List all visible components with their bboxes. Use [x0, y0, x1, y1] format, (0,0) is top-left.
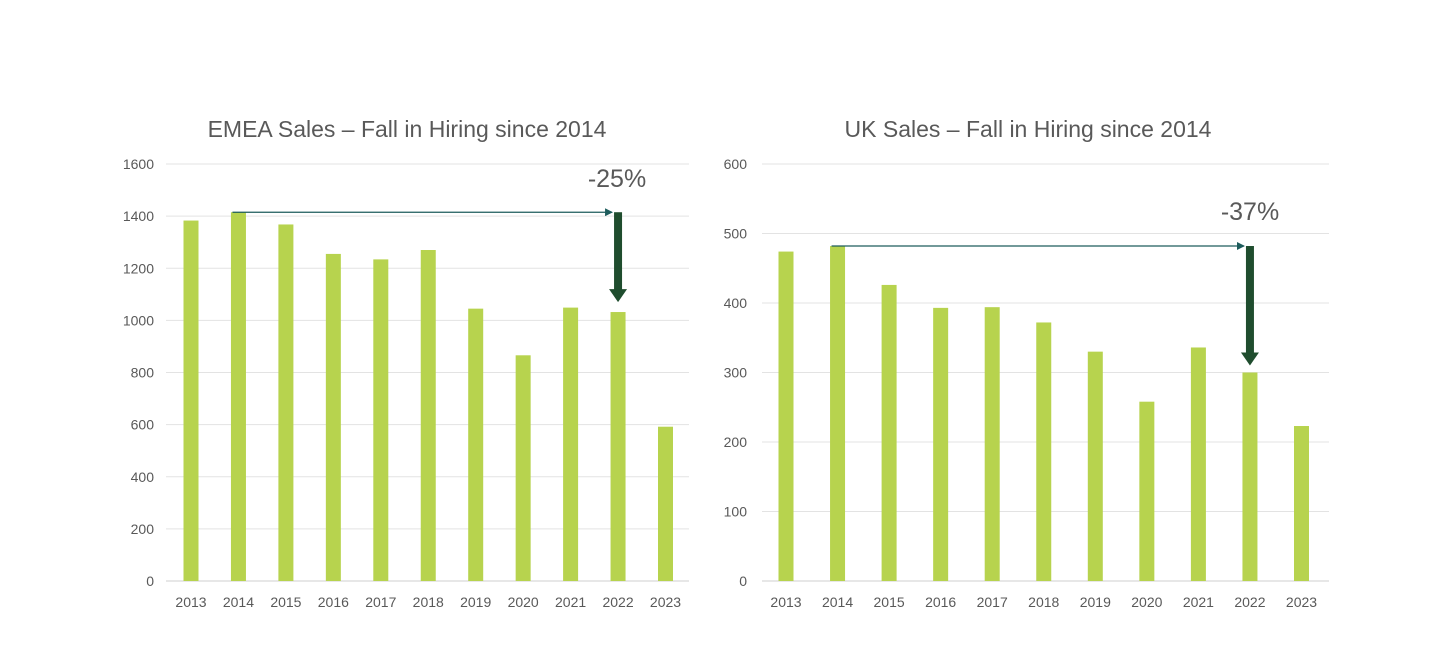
down-arrow-shaft: [614, 212, 623, 291]
y-tick-label: 0: [146, 573, 154, 589]
x-tick-label: 2022: [602, 594, 633, 610]
bar-2015: [881, 284, 897, 581]
x-tick-label: 2020: [508, 594, 539, 610]
y-tick-label: 300: [724, 365, 748, 381]
y-tick-label: 1400: [123, 208, 154, 224]
y-tick-label: 400: [131, 469, 155, 485]
chart-title: UK Sales – Fall in Hiring since 2014: [845, 116, 1212, 142]
bar-2014: [830, 246, 846, 581]
bar-2023: [1294, 426, 1309, 581]
drop-annotation: -37%: [831, 198, 1279, 366]
down-arrow-head: [609, 289, 628, 303]
x-tick-label: 2017: [365, 594, 396, 610]
y-tick-label: 1600: [123, 156, 154, 172]
bars: [778, 246, 1309, 581]
y-tick-label: 600: [724, 156, 748, 172]
bars: [183, 212, 673, 582]
x-tick-label: 2015: [270, 594, 301, 610]
bar-2018: [420, 250, 436, 581]
bar-2019: [1087, 351, 1103, 581]
bar-2023: [658, 426, 673, 581]
y-tick-label: 200: [724, 434, 748, 450]
x-tick-label: 2013: [770, 594, 801, 610]
y-tick-label: 400: [724, 295, 748, 311]
bar-2015: [278, 224, 294, 581]
bar-2022: [610, 312, 626, 581]
drop-annotation: -25%: [232, 165, 646, 303]
x-tick-label: 2015: [874, 594, 905, 610]
down-arrow-shaft: [1245, 246, 1254, 354]
x-tick-label: 2016: [318, 594, 349, 610]
chart-title: EMEA Sales – Fall in Hiring since 2014: [208, 116, 607, 142]
x-tick-label: 2013: [175, 594, 206, 610]
x-tick-label: 2021: [555, 594, 586, 610]
x-tick-label: 2016: [925, 594, 956, 610]
bar-2019: [468, 308, 484, 581]
y-tick-label: 500: [724, 226, 748, 242]
bar-2017: [984, 307, 1000, 581]
x-tick-label: 2021: [1183, 594, 1214, 610]
x-tick-label: 2014: [822, 594, 853, 610]
bar-2016: [933, 307, 949, 581]
y-tick-label: 1200: [123, 260, 154, 276]
y-tick-label: 0: [739, 573, 747, 589]
bar-2020: [1139, 401, 1155, 581]
y-tick-label: 100: [724, 504, 748, 520]
x-tick-label: 2020: [1131, 594, 1162, 610]
chart-emea: EMEA Sales – Fall in Hiring since 2014 0…: [123, 116, 689, 610]
x-tick-label: 2022: [1234, 594, 1265, 610]
y-axis-ticks: 0 200 400 600 800 1000 1200 1400 1600: [123, 156, 154, 589]
x-axis-ticks: 2013 2014 2015 2016 2017 2018 2019 2020 2021 2022…: [175, 594, 681, 610]
x-tick-label: 2014: [223, 594, 254, 610]
down-arrow-head: [1240, 352, 1259, 366]
y-tick-label: 200: [131, 521, 155, 537]
bar-2018: [1036, 322, 1052, 581]
drop-percent-label: -25%: [588, 165, 646, 193]
bar-2013: [778, 251, 794, 581]
drop-percent-label: -37%: [1221, 198, 1279, 226]
y-tick-label: 1000: [123, 312, 154, 328]
bar-2016: [325, 253, 341, 581]
y-axis-ticks: 0 100 200 300 400 500 600: [724, 156, 748, 589]
bar-2022: [1242, 372, 1258, 581]
y-tick-label: 800: [131, 365, 155, 381]
x-tick-label: 2023: [650, 594, 681, 610]
y-tick-label: 600: [131, 417, 155, 433]
x-tick-label: 2019: [1080, 594, 1111, 610]
x-tick-label: 2023: [1286, 594, 1317, 610]
x-axis-ticks: 2013 2014 2015 2016 2017 2018 2019 2020 2021 2022…: [770, 594, 1317, 610]
bar-2014: [230, 212, 246, 581]
x-tick-label: 2017: [977, 594, 1008, 610]
bar-2020: [515, 355, 531, 581]
bar-2017: [373, 259, 389, 581]
bar-2021: [1190, 347, 1206, 581]
x-tick-label: 2018: [1028, 594, 1059, 610]
x-tick-label: 2018: [413, 594, 444, 610]
x-tick-label: 2019: [460, 594, 491, 610]
bar-2013: [183, 220, 199, 582]
bar-2021: [563, 307, 579, 581]
chart-uk: UK Sales – Fall in Hiring since 2014 0 10…: [724, 116, 1329, 610]
